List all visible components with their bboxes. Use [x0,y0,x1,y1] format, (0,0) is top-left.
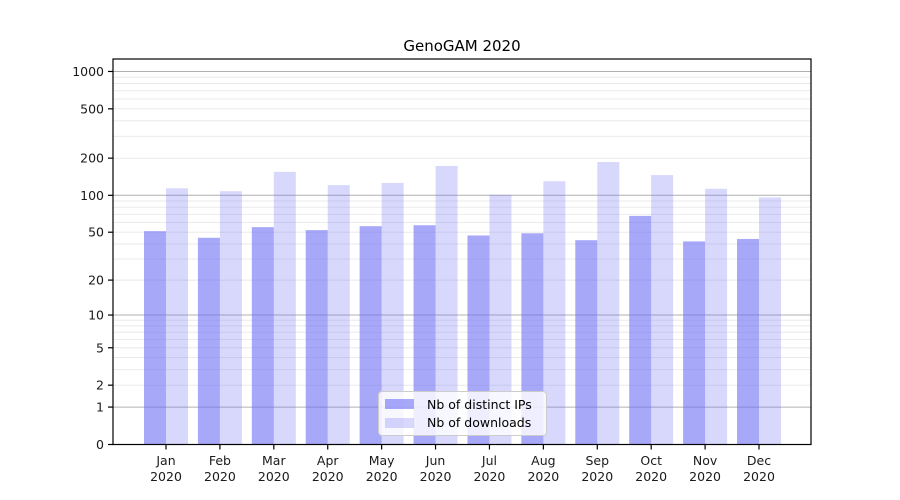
x-tick-label-year: 2020 [258,469,290,484]
y-tick-label: 200 [80,151,104,166]
bar-ips-jan [144,231,166,445]
x-tick-label-month: Sep [585,453,609,468]
bar-ips-mar [251,227,274,445]
y-tick-label: 2 [96,378,104,393]
bar-ips-may [359,226,382,445]
x-tick-label-month: Jul [481,453,497,468]
x-tick-label-year: 2020 [420,469,452,484]
x-tick-label-month: Feb [209,453,231,468]
plot-border [112,58,812,446]
x-tick-label-year: 2020 [474,469,506,484]
legend-item-distinct-ips: Nb of distinct IPs [385,396,540,413]
legend-label-downloads: Nb of downloads [427,415,532,431]
bar-downloads-jan [166,188,188,445]
bar-ips-dec [737,238,759,445]
y-tick-label: 50 [88,225,104,240]
x-tick-label-year: 2020 [743,469,775,484]
legend-swatch-distinct-ips [385,399,414,410]
bar-downloads-dec [759,197,781,445]
legend-swatch-downloads [385,417,414,428]
x-tick-label-year: 2020 [150,469,182,484]
x-tick-label-year: 2020 [312,469,344,484]
legend: Nb of distinct IPs Nb of downloads [378,391,547,436]
x-tick-label-month: Dec [747,453,771,468]
bar-downloads-may [381,182,404,445]
y-tick-label: 20 [88,273,104,288]
bar-downloads-sep [597,162,620,445]
bar-downloads-oct [651,175,674,445]
x-tick-label-month: Apr [317,453,339,468]
bar-downloads-aug [543,181,566,445]
x-tick-label-month: Oct [640,453,662,468]
bar-ips-sep [575,240,598,445]
x-tick-label-month: Aug [531,453,555,468]
x-tick-label-year: 2020 [635,469,667,484]
x-tick-label-year: 2020 [581,469,613,484]
chart-title: GenoGAM 2020 [403,37,521,55]
bar-ips-jun [413,225,436,445]
y-tick-label: 10 [88,308,104,323]
x-tick-label-month: Mar [262,453,286,468]
x-tick-label-month: May [369,453,395,468]
legend-label-distinct-ips: Nb of distinct IPs [427,396,532,412]
y-tick-label: 100 [80,188,104,203]
x-tick-label-year: 2020 [689,469,721,484]
bar-downloads-jul [489,194,512,445]
y-tick-label: 1 [96,400,104,415]
bar-downloads-mar [273,171,296,445]
bar-ips-apr [305,230,328,445]
x-tick-label-month: Nov [693,453,718,468]
legend-item-downloads: Nb of downloads [385,414,540,431]
bar-downloads-nov [705,188,728,445]
x-tick-label-year: 2020 [527,469,559,484]
x-tick-label-year: 2020 [366,469,398,484]
x-tick-label-year: 2020 [204,469,236,484]
bar-downloads-jun [435,165,458,445]
y-tick-label: 1000 [72,64,104,79]
y-tick-label: 5 [96,340,104,355]
bar-downloads-feb [219,191,242,445]
y-tick-label: 500 [80,101,104,116]
x-tick-label-month: Jan [155,453,175,468]
bar-downloads-apr [327,185,350,445]
bar-ips-oct [629,215,652,445]
bar-ips-nov [683,241,706,445]
bar-ips-feb [197,237,220,445]
x-tick-label-month: Jun [425,453,446,468]
y-tick-label: 0 [96,437,104,452]
